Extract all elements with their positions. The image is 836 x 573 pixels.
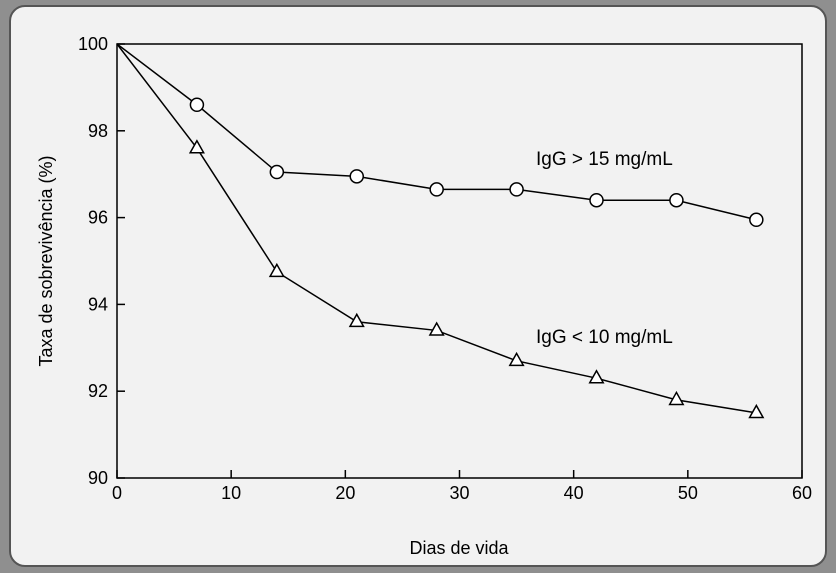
axis-ticks: 0 10 20 30 40 50 60 90 92 94 96 98 100 bbox=[78, 34, 812, 503]
y-tick-label: 98 bbox=[88, 121, 108, 141]
x-tick-label: 60 bbox=[792, 483, 812, 503]
data-point-circle bbox=[269, 164, 285, 180]
data-point-triangle bbox=[748, 403, 765, 419]
data-point-circle bbox=[509, 182, 524, 197]
x-axis-label: Dias de vida bbox=[409, 538, 509, 558]
annotation-igg-high: IgG > 15 mg/mL bbox=[536, 149, 673, 170]
data-point-circle bbox=[189, 97, 205, 113]
x-tick-label: 50 bbox=[678, 483, 698, 503]
data-point-circle bbox=[669, 192, 684, 208]
y-tick-label: 100 bbox=[78, 34, 108, 54]
series-layer bbox=[116, 43, 765, 419]
x-tick-label: 40 bbox=[564, 483, 584, 503]
data-point-triangle bbox=[348, 312, 365, 328]
data-point-circle bbox=[749, 212, 764, 228]
y-axis-label: Taxa de sobrevivência (%) bbox=[36, 155, 56, 366]
data-point-circle bbox=[589, 192, 604, 208]
x-tick-label: 10 bbox=[221, 483, 241, 503]
data-point-triangle bbox=[428, 321, 445, 336]
data-point-circle bbox=[429, 182, 444, 197]
y-tick-label: 94 bbox=[88, 294, 108, 314]
data-point-triangle bbox=[508, 351, 525, 367]
chart-card bbox=[9, 5, 827, 567]
y-tick-label: 96 bbox=[88, 208, 108, 228]
data-point-circle bbox=[349, 169, 364, 184]
annotation-igg-low: IgG < 10 mg/mL bbox=[536, 327, 673, 348]
x-tick-label: 0 bbox=[112, 483, 122, 503]
x-tick-label: 20 bbox=[335, 483, 355, 503]
plot-frame bbox=[116, 43, 803, 479]
data-point-triangle bbox=[268, 262, 285, 278]
data-point-triangle bbox=[188, 139, 205, 154]
series-line-1 bbox=[116, 43, 757, 414]
data-point-triangle bbox=[668, 390, 685, 406]
y-tick-label: 92 bbox=[88, 381, 108, 401]
y-tick-label: 90 bbox=[88, 468, 108, 488]
data-point-triangle bbox=[588, 369, 605, 384]
x-tick-label: 30 bbox=[449, 483, 469, 503]
